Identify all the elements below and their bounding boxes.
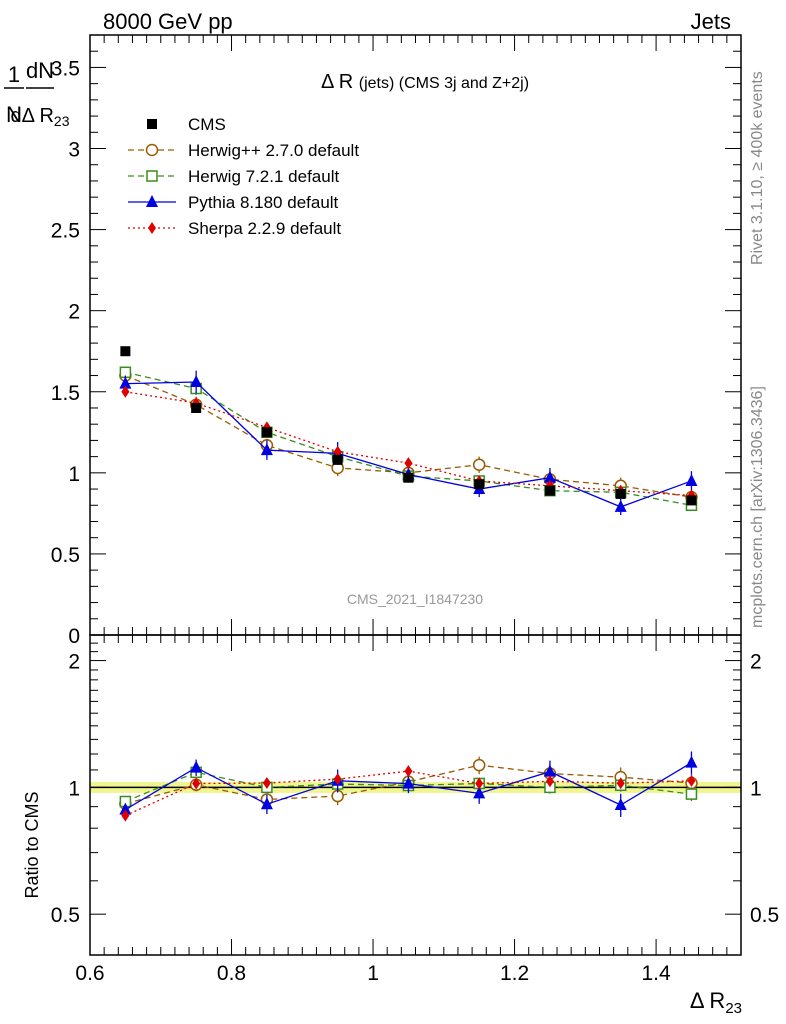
- point-cms: [120, 346, 131, 357]
- analysis-watermark: CMS_2021_I1847230: [347, 591, 483, 607]
- main-axes: 0 0.5 1 1.5 2 2.5 3 3.5: [51, 34, 742, 648]
- ratio-frame: [89, 634, 742, 956]
- ratio-point-pythia-8-180-default: [260, 797, 273, 810]
- point-cms: [544, 485, 555, 496]
- header-process: Jets: [691, 9, 731, 34]
- legend-label-cms: CMS: [188, 115, 226, 134]
- ratio-point-herwig-7-2-1-default: [685, 788, 698, 800]
- ratio-tick-label: 0.5: [51, 904, 80, 927]
- point-cms: [403, 472, 414, 483]
- legend-label-sherpa-2-2-9-default: Sherpa 2.2.9 default: [188, 219, 341, 238]
- ratio-point-pythia-8-180-default: [402, 776, 415, 789]
- ratio-point-sherpa-2-2-9-default: [333, 773, 342, 786]
- y-tick-label: 3: [68, 139, 80, 162]
- point-pythia-8-180-default: [119, 376, 132, 389]
- ratio-tick-label-right: 0.5: [750, 904, 779, 927]
- ratio-point-pythia-8-180-default: [543, 764, 556, 777]
- point-pythia-8-180-default: [190, 375, 203, 388]
- y-tick-label: 0.5: [51, 544, 80, 567]
- series-line-sherpa-2-2-9-default: [125, 391, 692, 497]
- chart-title: Δ R (jets) (CMS 3j and Z+2j): [321, 71, 529, 93]
- point-herwig-2-7-0-default: [472, 458, 486, 471]
- x-tick-label: 1.2: [500, 962, 529, 985]
- legend-marker-sherpa-2-2-9-default: [148, 222, 156, 234]
- y-tick-label: 1: [68, 463, 80, 486]
- legend-label-herwig-7-2-1-default: Herwig 7.2.1 default: [188, 167, 339, 186]
- ratio-tick-label-right: 2: [750, 651, 762, 674]
- y-tick-label: 3.5: [51, 57, 80, 80]
- legend-marker-cms: [147, 119, 157, 129]
- ratio-y-axis-label: Ratio to CMS: [22, 791, 42, 898]
- legend-marker-herwig-7-2-1-default: [146, 170, 158, 182]
- x-tick-label: 0.8: [217, 962, 246, 985]
- point-cms: [261, 427, 272, 438]
- rivet-version-label: Rivet 3.1.10, ≥ 400k events: [749, 71, 766, 265]
- point-pythia-8-180-default: [543, 470, 556, 483]
- series-layer: [119, 346, 698, 822]
- series-line-herwig-7-2-1-default: [125, 371, 692, 506]
- point-sherpa-2-2-9-default: [404, 457, 413, 470]
- y-axis-label: 1 N dN dΔ R23: [4, 58, 70, 129]
- ratio-point-pythia-8-180-default: [473, 786, 486, 799]
- y-label-one: 1: [8, 62, 20, 87]
- y-tick-label: 1.5: [51, 382, 80, 405]
- point-pythia-8-180-default: [260, 443, 273, 456]
- ratio-point-sherpa-2-2-9-default: [121, 809, 130, 822]
- y-label-dn: dN: [26, 58, 54, 83]
- ratio-point-sherpa-2-2-9-default: [192, 777, 201, 790]
- series-line-pythia-8-180-default: [125, 381, 692, 508]
- ratio-point-pythia-8-180-default: [190, 760, 203, 773]
- x-tick-label: 1.4: [641, 962, 671, 985]
- legend-marker-pythia-8-180-default: [146, 195, 158, 207]
- ratio-point-sherpa-2-2-9-default: [616, 777, 625, 790]
- ratio-point-sherpa-2-2-9-default: [475, 777, 484, 790]
- point-cms: [474, 479, 485, 490]
- ratio-point-sherpa-2-2-9-default: [262, 777, 271, 790]
- y-tick-label: 2.5: [51, 220, 80, 243]
- legend: CMS Herwig++ 2.7.0 default Herwig 7.2.1 de…: [128, 115, 359, 238]
- ratio-tick-label: 1: [68, 777, 80, 800]
- y-label-n: N: [6, 102, 22, 127]
- y-tick-label: 2: [68, 301, 80, 324]
- point-sherpa-2-2-9-default: [121, 385, 130, 398]
- ratio-point-pythia-8-180-default: [685, 755, 698, 768]
- point-pythia-8-180-default: [685, 473, 698, 486]
- ratio-tick-label: 2: [68, 651, 80, 674]
- point-sherpa-2-2-9-default: [333, 445, 342, 458]
- x-tick-label: 1: [367, 962, 379, 985]
- point-cms: [686, 495, 697, 506]
- ratio-axes: 0.6 0.8 1 1.2 1.4 0.5 0.5 1 1 2 2: [51, 634, 779, 985]
- y-tick-label: 0: [68, 625, 80, 648]
- legend-label-pythia-8-180-default: Pythia 8.180 default: [188, 193, 339, 212]
- x-axis-label: Δ R23: [690, 988, 742, 1017]
- y-label-d-delta-r: dΔ R23: [11, 105, 70, 129]
- ratio-point-sherpa-2-2-9-default: [545, 775, 554, 788]
- ratio-tick-label-right: 1: [750, 777, 762, 800]
- ratio-point-herwig-2-7-0-default: [472, 758, 486, 772]
- ratio-point-sherpa-2-2-9-default: [687, 774, 696, 787]
- mcplots-label: mcplots.cern.ch [arXiv:1306.3436]: [749, 386, 766, 628]
- legend-label-herwig-2-7-0-default: Herwig++ 2.7.0 default: [188, 141, 359, 160]
- x-tick-label: 0.6: [75, 962, 104, 985]
- point-cms: [191, 402, 202, 413]
- header-energy: 8000 GeV pp: [103, 9, 233, 34]
- point-cms: [332, 454, 343, 465]
- point-cms: [615, 488, 626, 499]
- legend-marker-herwig-2-7-0-default: [145, 143, 159, 157]
- ratio-point-pythia-8-180-default: [614, 798, 627, 811]
- ratio-point-pythia-8-180-default: [119, 802, 132, 815]
- point-pythia-8-180-default: [614, 499, 627, 512]
- ratio-point-sherpa-2-2-9-default: [404, 765, 413, 778]
